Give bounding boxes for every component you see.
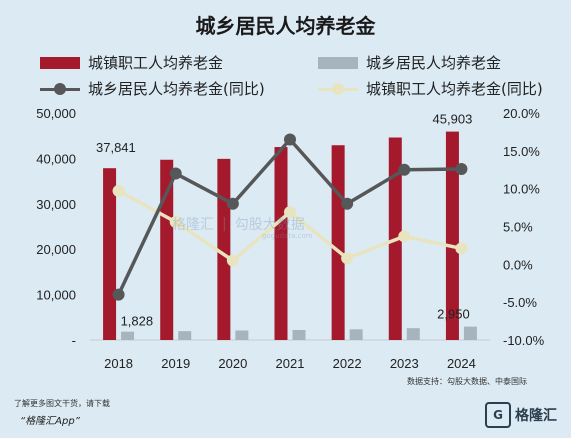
y-right-tick-label: 15.0% — [503, 144, 540, 159]
bar-rural — [406, 328, 420, 340]
bar-urban — [160, 159, 174, 340]
watermark-sub: gogudata.com — [262, 232, 313, 240]
x-tick-label: 2023 — [390, 356, 419, 371]
legend-label-rural-line: 城乡居民人均养老金(同比) — [88, 80, 265, 98]
point-rural-yoy — [398, 163, 411, 176]
legend-swatch-rural-line — [40, 82, 80, 96]
watermark-logo: 格隆汇 — [172, 217, 214, 233]
point-urban-yoy — [284, 206, 296, 219]
point-rural-yoy — [284, 133, 296, 146]
legend-rural-bar: 城乡居民人均养老金 — [318, 52, 501, 73]
watermark-divider: | — [222, 216, 227, 232]
bar-rural — [235, 330, 249, 340]
y-right-tick-label: 5.0% — [503, 220, 533, 235]
point-rural-yoy — [112, 288, 125, 301]
point-urban-yoy — [112, 184, 125, 197]
footer-logo-text: 格隆汇 — [515, 408, 557, 424]
watermark-domain: 勾股大数据 — [234, 217, 305, 233]
x-tick-label: 2022 — [333, 356, 362, 371]
y-left-tick-label: 40,000 — [36, 151, 76, 166]
point-rural-yoy — [169, 167, 182, 180]
legend-label-urban-bar: 城镇职工人均养老金 — [88, 54, 224, 72]
y-right-tick-label: 0.0% — [503, 257, 533, 272]
watermark: 格隆汇 | 勾股大数据 — [172, 214, 305, 234]
logo-icon: G — [485, 402, 511, 428]
footer-logo: G 格隆汇 — [485, 402, 557, 428]
y-right-tick-label: -10.0% — [503, 333, 545, 348]
legend-swatch-urban-line — [318, 82, 358, 96]
bar-rural — [121, 331, 135, 340]
point-urban-yoy — [341, 252, 354, 265]
bar-rural — [349, 329, 363, 340]
footer-note: 了解更多图文干货，请下载 — [14, 399, 110, 408]
x-tick-label: 2019 — [161, 356, 190, 371]
y-right-tick-label: 10.0% — [503, 182, 540, 197]
data-label: 1,828 — [121, 314, 154, 329]
x-tick-label: 2020 — [218, 356, 247, 371]
bar-rural — [292, 330, 306, 340]
y-left-tick-label: 10,000 — [36, 288, 76, 303]
x-tick-label: 2024 — [447, 356, 476, 371]
point-rural-yoy — [226, 197, 239, 210]
source-note: 数据支持：勾股大数据、中泰国际 — [407, 377, 527, 386]
x-tick-label: 2018 — [104, 356, 133, 371]
x-tick-label: 2021 — [276, 356, 305, 371]
point-rural-yoy — [341, 197, 354, 210]
y-right-tick-label: 20.0% — [503, 106, 540, 121]
legend-urban-bar: 城镇职工人均养老金 — [40, 52, 223, 73]
y-left-tick-label: - — [72, 333, 76, 348]
bar-urban — [103, 168, 117, 340]
bar-rural — [178, 331, 192, 340]
bar-urban — [445, 131, 459, 340]
legend-swatch-rural-bar — [318, 56, 358, 69]
point-rural-yoy — [455, 162, 468, 175]
y-left-tick-label: 20,000 — [36, 242, 76, 257]
data-label: 2,950 — [437, 307, 470, 322]
data-label: 45,903 — [433, 112, 473, 127]
point-urban-yoy — [398, 230, 411, 243]
y-left-tick-label: 50,000 — [36, 106, 76, 121]
legend-label-urban-line: 城镇职工人均养老金(同比) — [366, 80, 543, 98]
point-urban-yoy — [226, 254, 239, 267]
bar-urban — [274, 147, 288, 340]
point-urban-yoy — [169, 215, 182, 228]
bar-rural — [463, 326, 477, 340]
legend-label-rural-bar: 城乡居民人均养老金 — [366, 54, 502, 72]
legend-swatch-urban-bar — [40, 56, 80, 69]
legend-rural-line: 城乡居民人均养老金(同比) — [40, 78, 265, 99]
y-left-tick-label: 30,000 — [36, 197, 76, 212]
bar-urban — [331, 145, 345, 340]
legend-urban-line: 城镇职工人均养老金(同比) — [318, 78, 543, 99]
point-urban-yoy — [455, 242, 468, 255]
data-label: 37,841 — [96, 140, 136, 155]
chart-title: 城乡居民人均养老金 — [195, 14, 376, 38]
footer-app: “格隆汇App” — [20, 416, 80, 427]
y-right-tick-label: -5.0% — [503, 295, 537, 310]
